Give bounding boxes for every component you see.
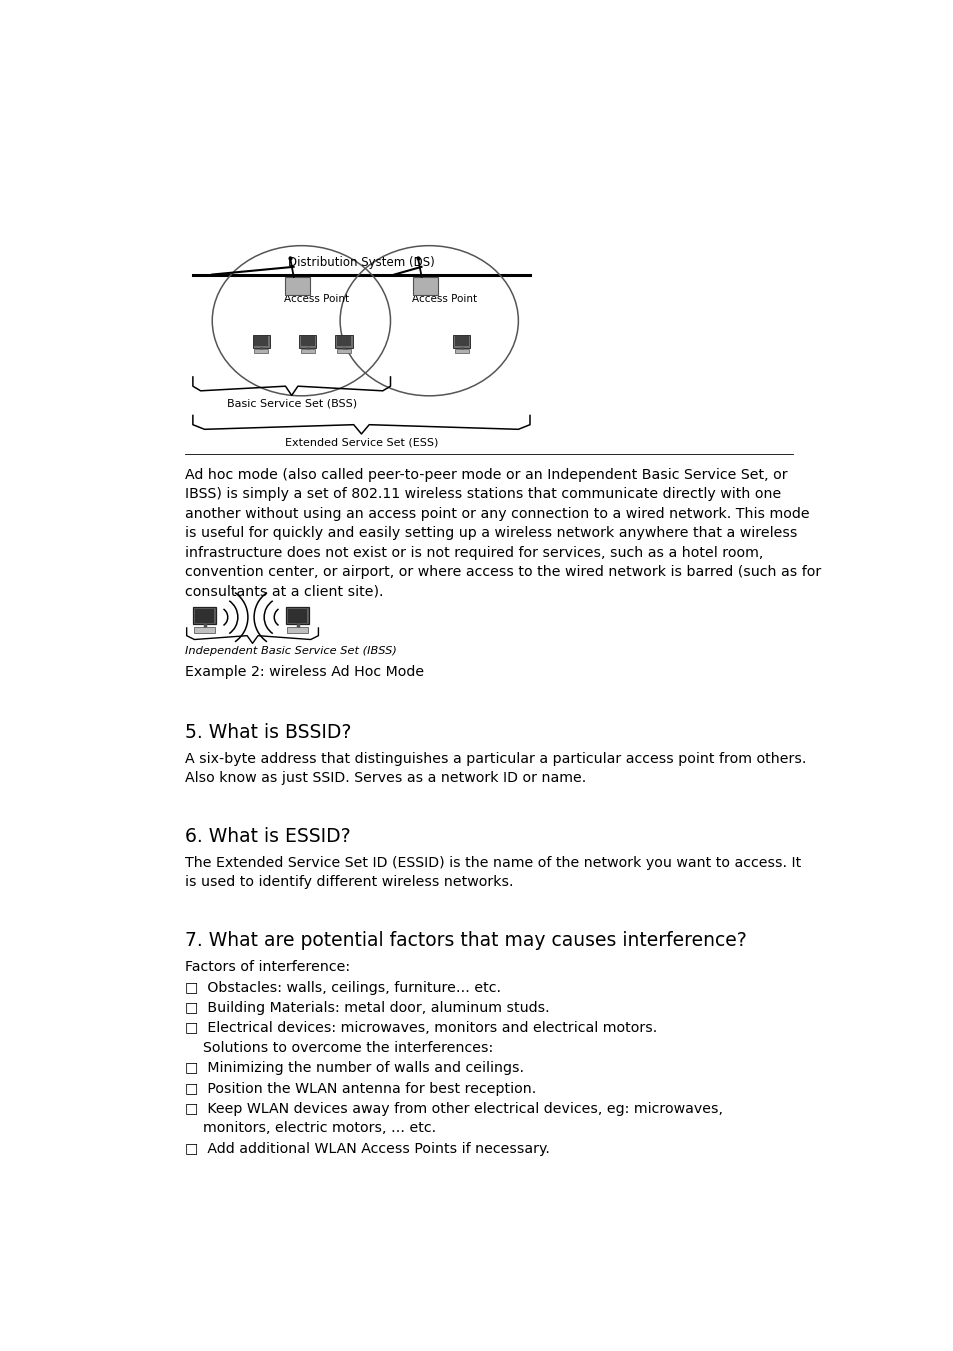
- Text: Independent Basic Service Set (IBSS): Independent Basic Service Set (IBSS): [185, 646, 396, 655]
- Text: A six-byte address that distinguishes a particular a particular access point fro: A six-byte address that distinguishes a …: [185, 753, 805, 785]
- Bar: [194, 609, 214, 623]
- Text: Factors of interference:: Factors of interference:: [185, 959, 350, 974]
- Ellipse shape: [340, 246, 517, 396]
- Text: □  Building Materials: metal door, aluminum studs.: □ Building Materials: metal door, alumin…: [185, 1001, 549, 1016]
- Text: 7. What are potential factors that may causes interference?: 7. What are potential factors that may c…: [185, 931, 746, 950]
- Text: □  Keep WLAN devices away from other electrical devices, eg: microwaves,
    mon: □ Keep WLAN devices away from other elec…: [185, 1101, 722, 1135]
- Text: 5. What is BSSID?: 5. What is BSSID?: [185, 723, 351, 742]
- Text: Access Point: Access Point: [412, 293, 476, 304]
- Bar: [335, 335, 353, 347]
- Bar: [286, 607, 309, 624]
- Text: Distribution System (DS): Distribution System (DS): [288, 257, 435, 269]
- Bar: [336, 349, 351, 353]
- Bar: [194, 627, 214, 632]
- Text: Basic Service Set (BSS): Basic Service Set (BSS): [227, 399, 356, 408]
- Text: □  Electrical devices: microwaves, monitors and electrical motors.: □ Electrical devices: microwaves, monito…: [185, 1021, 657, 1035]
- Ellipse shape: [212, 246, 390, 396]
- Text: Access Point: Access Point: [284, 293, 349, 304]
- Bar: [300, 336, 314, 346]
- Bar: [300, 349, 314, 353]
- Text: □  Add additional WLAN Access Points if necessary.: □ Add additional WLAN Access Points if n…: [185, 1142, 550, 1155]
- Text: The Extended Service Set ID (ESSID) is the name of the network you want to acces: The Extended Service Set ID (ESSID) is t…: [185, 857, 801, 889]
- Text: Extended Service Set (ESS): Extended Service Set (ESS): [284, 436, 437, 447]
- Text: □  Obstacles: walls, ceilings, furniture… etc.: □ Obstacles: walls, ceilings, furniture……: [185, 981, 500, 996]
- Text: Solutions to overcome the interferences:: Solutions to overcome the interferences:: [185, 1042, 493, 1055]
- Bar: [336, 336, 351, 346]
- Bar: [253, 335, 270, 347]
- Text: 6. What is ESSID?: 6. What is ESSID?: [185, 827, 351, 846]
- Bar: [287, 627, 307, 632]
- Text: □  Minimizing the number of walls and ceilings.: □ Minimizing the number of walls and cei…: [185, 1062, 523, 1075]
- Text: Ad hoc mode (also called peer-to-peer mode or an Independent Basic Service Set, : Ad hoc mode (also called peer-to-peer mo…: [185, 467, 821, 598]
- Bar: [288, 609, 307, 623]
- Bar: [455, 349, 468, 353]
- Bar: [193, 607, 216, 624]
- Bar: [455, 336, 468, 346]
- Bar: [413, 277, 437, 296]
- Bar: [253, 336, 268, 346]
- Bar: [285, 277, 310, 296]
- Bar: [253, 349, 268, 353]
- Text: □  Position the WLAN antenna for best reception.: □ Position the WLAN antenna for best rec…: [185, 1082, 536, 1096]
- Text: Example 2: wireless Ad Hoc Mode: Example 2: wireless Ad Hoc Mode: [185, 665, 424, 680]
- Bar: [453, 335, 470, 347]
- Bar: [298, 335, 315, 347]
